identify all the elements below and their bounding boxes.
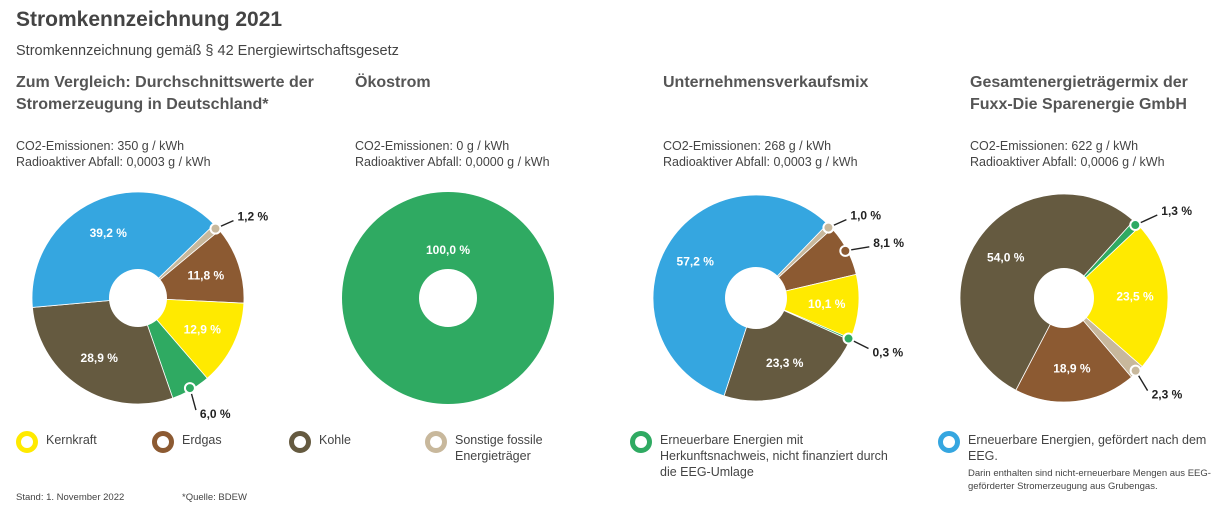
legend-label: Erneuerbare Energien, gefördert nach dem… xyxy=(968,433,1207,463)
co2-emissions: CO2-Emissionen: 350 g / kWh xyxy=(16,139,185,153)
slice-marker xyxy=(183,382,196,395)
pie-data-label: 100,0 % xyxy=(426,243,470,257)
legend-swatch xyxy=(152,431,174,453)
legend-swatch xyxy=(630,431,652,453)
legend-label: Kernkraft xyxy=(46,433,97,447)
legend-item-sonstige: Sonstige fossile Energieträger xyxy=(425,431,575,464)
pie-slice xyxy=(1015,297,1133,403)
co2-emissions: CO2-Emissionen: 0 g / kWh xyxy=(355,139,510,153)
panel-oekostrom: Ökostrom CO2-Emissionen: 0 g / kWh Radio… xyxy=(355,72,655,170)
radioactive-waste: Radioaktiver Abfall: 0,0003 g / kWh xyxy=(663,155,858,169)
legend-label: Erneuerbare Energien mit Herkunftsnachwe… xyxy=(660,433,888,479)
legend-item-kernkraft: Kernkraft xyxy=(16,431,97,453)
donut-hole xyxy=(1034,268,1094,328)
pie-slice xyxy=(137,297,245,379)
pie-data-label: 2,3 % xyxy=(1152,388,1183,402)
pie-data-label: 23,3 % xyxy=(766,356,804,370)
legend-item-erdgas: Erdgas xyxy=(152,431,222,453)
pie-data-label: 6,0 % xyxy=(200,407,231,421)
pie-data-label: 11,8 % xyxy=(187,268,224,282)
donut-chart-1: 1,2 % 11,8 % 12,9 % 6,0 % 28,9 % 39,2 % xyxy=(31,191,269,421)
panel-unternehmensverkaufsmix: Unternehmensverkaufsmix CO2-Emissionen: … xyxy=(663,72,963,170)
page-subtitle: Stromkennzeichnung gemäß § 42 Energiewir… xyxy=(16,43,399,59)
slice-marker xyxy=(822,221,835,234)
pie-slice xyxy=(31,191,215,308)
legend-label: Kohle xyxy=(319,433,351,447)
footer-stand: Stand: 1. November 2022 xyxy=(16,492,125,503)
pie-data-label: 10,1 % xyxy=(808,297,846,311)
pie-data-label: 8,1 % xyxy=(873,236,904,250)
radioactive-waste: Radioaktiver Abfall: 0,0006 g / kWh xyxy=(970,155,1165,169)
slice-marker xyxy=(839,244,852,257)
legend-label: Erdgas xyxy=(182,433,222,447)
legend-note: Darin enthalten sind nicht-erneuerbare M… xyxy=(968,468,1211,492)
donut-hole xyxy=(725,267,787,329)
panel-deutschland: Zum Vergleich: Durchschnittswerte der St… xyxy=(16,72,316,170)
pie-data-label: 39,2 % xyxy=(90,226,128,240)
co2-emissions: CO2-Emissionen: 268 g / kWh xyxy=(663,139,832,153)
donut-chart-3: 1,0 % 8,1 % 10,1 % 0,3 % 23,3 % 57,2 % xyxy=(652,194,904,402)
pie-data-label: 23,5 % xyxy=(1116,290,1154,304)
slice-marker xyxy=(209,222,222,235)
slice-marker xyxy=(1129,364,1142,377)
panel-title: Gesamtenergieträgermix der Fuxx-Die Spar… xyxy=(970,74,1188,113)
slice-marker xyxy=(842,332,855,345)
pie-data-label: 12,9 % xyxy=(184,322,222,336)
pie-data-label: 0,3 % xyxy=(873,346,904,360)
donut-chart-2: 100,0 % xyxy=(342,192,554,404)
pie-slice xyxy=(1063,226,1169,368)
panel-title: Ökostrom xyxy=(355,74,431,91)
legend-item-eeg: Erneuerbare Energien, gefördert nach dem… xyxy=(938,431,1213,464)
footer-quelle: *Quelle: BDEW xyxy=(182,492,247,503)
pie-data-label: 54,0 % xyxy=(987,251,1025,265)
legend-swatch xyxy=(16,431,38,453)
legend-swatch xyxy=(425,431,447,453)
donut-hole xyxy=(109,269,167,327)
co2-emissions: CO2-Emissionen: 622 g / kWh xyxy=(970,139,1139,153)
pie-slice xyxy=(136,229,245,304)
legend-item-kohle: Kohle xyxy=(289,431,351,453)
panel-title: Unternehmensverkaufsmix xyxy=(663,74,869,91)
legend-swatch xyxy=(938,431,960,453)
radioactive-waste: Radioaktiver Abfall: 0,0000 g / kWh xyxy=(355,155,550,169)
legend-item-erneuerbar: Erneuerbare Energien mit Herkunftsnachwe… xyxy=(630,431,890,480)
slice-marker xyxy=(1129,219,1142,232)
panel-gesamtenergietraegermix: Gesamtenergieträgermix der Fuxx-Die Spar… xyxy=(970,72,1220,170)
pie-data-label: 18,9 % xyxy=(1053,362,1091,376)
radioactive-waste: Radioaktiver Abfall: 0,0003 g / kWh xyxy=(16,155,211,169)
page-title: Stromkennzeichnung 2021 xyxy=(16,8,283,31)
pie-data-label: 1,2 % xyxy=(238,210,269,224)
pie-data-label: 1,0 % xyxy=(850,209,881,223)
legend-swatch xyxy=(289,431,311,453)
pie-data-label: 28,9 % xyxy=(81,351,119,365)
pie-data-label: 1,3 % xyxy=(1161,204,1192,218)
legend-label: Sonstige fossile Energieträger xyxy=(455,433,543,463)
pie-data-label: 57,2 % xyxy=(677,254,715,268)
donut-chart-4: 1,3 % 23,5 % 2,3 % 18,9 % 54,0 % xyxy=(959,193,1192,403)
panel-title: Zum Vergleich: Durchschnittswerte der St… xyxy=(16,74,314,113)
donut-hole xyxy=(419,269,477,327)
